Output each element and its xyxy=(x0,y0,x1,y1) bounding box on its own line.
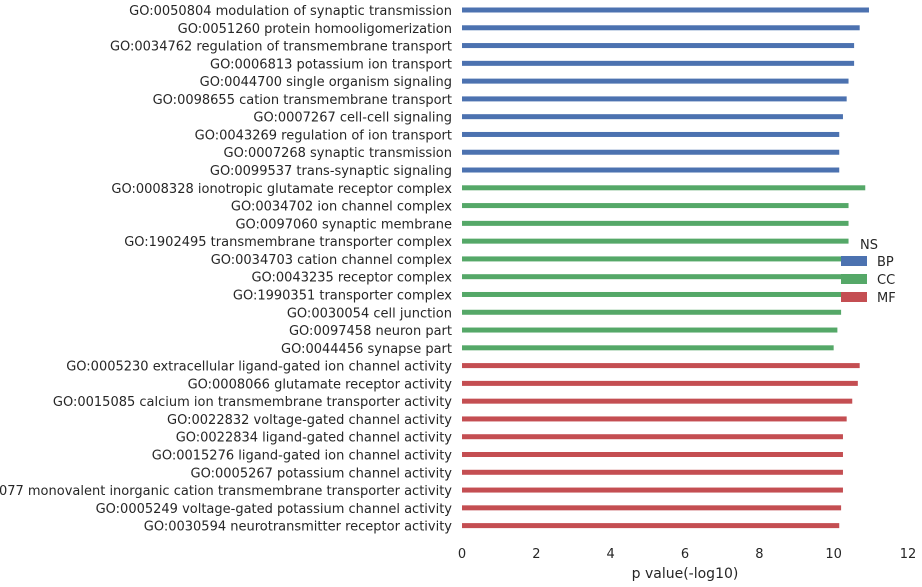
bar-cc-5 xyxy=(462,256,847,262)
bar-mf-9 xyxy=(462,505,842,511)
bar-mf-2 xyxy=(462,380,858,386)
x-tick-label: 10 xyxy=(825,547,842,562)
category-label: GO:0008328 ionotropic glutamate receptor… xyxy=(111,182,452,197)
bar-mf-8 xyxy=(462,487,843,493)
legend-label-mf: MF xyxy=(877,291,896,306)
category-label: GO:0007267 cell-cell signaling xyxy=(253,111,452,126)
bars-group xyxy=(462,7,869,529)
category-label: GO:0043235 receptor complex xyxy=(251,271,452,286)
category-label: GO:0005267 potassium channel activity xyxy=(191,466,453,481)
bar-bp-9 xyxy=(462,149,840,155)
category-label: GO:0051260 protein homooligomerization xyxy=(178,22,452,37)
bar-cc-9 xyxy=(462,327,838,333)
x-tick-label: 4 xyxy=(607,547,615,562)
category-label: GO:0098655 cation transmembrane transpor… xyxy=(153,93,452,108)
category-label: GO:0043269 regulation of ion transport xyxy=(195,128,452,143)
bar-cc-1 xyxy=(462,185,866,191)
bar-bp-4 xyxy=(462,60,855,66)
category-label: GO:0099537 trans-synaptic signaling xyxy=(210,164,452,179)
x-tick-label: 6 xyxy=(681,547,689,562)
bar-cc-6 xyxy=(462,274,842,280)
legend-swatch-cc xyxy=(841,274,867,284)
category-label: GO:0044456 synapse part xyxy=(281,342,452,357)
bar-bp-1 xyxy=(462,7,869,13)
bar-bp-7 xyxy=(462,114,843,120)
category-label: GO:0005249 voltage-gated potassium chann… xyxy=(96,502,453,517)
category-label: GO:0050804 modulation of synaptic transm… xyxy=(129,4,452,19)
bar-cc-2 xyxy=(462,203,849,209)
category-label: GO:0006813 potassium ion transport xyxy=(210,57,452,72)
category-label: GO:0008066 glutamate receptor activity xyxy=(188,377,453,392)
legend-label-bp: BP xyxy=(877,255,894,270)
category-label: GO:0034762 regulation of transmembrane t… xyxy=(110,40,452,55)
x-tick-label: 8 xyxy=(755,547,763,562)
legend-swatch-bp xyxy=(841,256,867,266)
bar-mf-7 xyxy=(462,469,843,475)
category-label: GO:0015077 monovalent inorganic cation t… xyxy=(0,484,452,499)
bar-cc-4 xyxy=(462,238,849,244)
category-label: GO:0097458 neuron part xyxy=(289,324,452,339)
category-label: GO:0034702 ion channel complex xyxy=(231,200,452,215)
bar-cc-7 xyxy=(462,291,842,297)
bar-bp-8 xyxy=(462,131,840,137)
bar-mf-1 xyxy=(462,363,860,369)
category-label: GO:0044700 single organism signaling xyxy=(200,75,452,90)
category-label: GO:0005230 extracellular ligand-gated io… xyxy=(66,360,452,375)
x-tick-labels-group: 0 2 4 6 8 10 12 xyxy=(458,547,916,562)
legend-title: NS xyxy=(860,238,878,253)
bar-cc-3 xyxy=(462,220,849,226)
category-label: GO:1990351 transporter complex xyxy=(233,288,452,303)
legend-swatch-mf xyxy=(841,292,867,302)
category-label: GO:0015276 ligand-gated ion channel acti… xyxy=(152,449,453,464)
x-tick-label: 12 xyxy=(900,547,917,562)
x-tick-label: 0 xyxy=(458,547,466,562)
bar-bp-5 xyxy=(462,78,849,84)
category-label: GO:0022832 voltage-gated channel activit… xyxy=(167,413,452,428)
category-labels-group: GO:0050804 modulation of synaptic transm… xyxy=(0,4,452,535)
category-label: GO:0007268 synaptic transmission xyxy=(224,146,452,161)
bar-bp-10 xyxy=(462,167,840,173)
bar-mf-4 xyxy=(462,416,847,422)
bar-mf-5 xyxy=(462,434,843,440)
category-label: GO:0034703 cation channel complex xyxy=(211,253,453,268)
legend-label-cc: CC xyxy=(877,273,895,288)
category-label: GO:0015085 calcium ion transmembrane tra… xyxy=(53,395,452,410)
x-tick-label: 2 xyxy=(532,547,540,562)
category-label: GO:1902495 transmembrane transporter com… xyxy=(124,235,452,250)
bar-bp-2 xyxy=(462,25,860,31)
legend: NS BP CC MF xyxy=(841,238,896,306)
bar-mf-3 xyxy=(462,398,853,404)
bar-bp-6 xyxy=(462,96,847,102)
bar-cc-8 xyxy=(462,309,842,315)
category-label: GO:0030054 cell junction xyxy=(287,306,452,321)
x-axis-label: p value(-log10) xyxy=(632,566,739,582)
category-label: GO:0022834 ligand-gated channel activity xyxy=(176,431,453,446)
category-label: GO:0097060 synaptic membrane xyxy=(235,217,452,232)
category-label: GO:0030594 neurotransmitter receptor act… xyxy=(144,520,453,535)
bar-bp-3 xyxy=(462,43,855,49)
bar-mf-10 xyxy=(462,523,840,529)
bar-mf-6 xyxy=(462,452,843,457)
bar-cc-10 xyxy=(462,345,834,351)
